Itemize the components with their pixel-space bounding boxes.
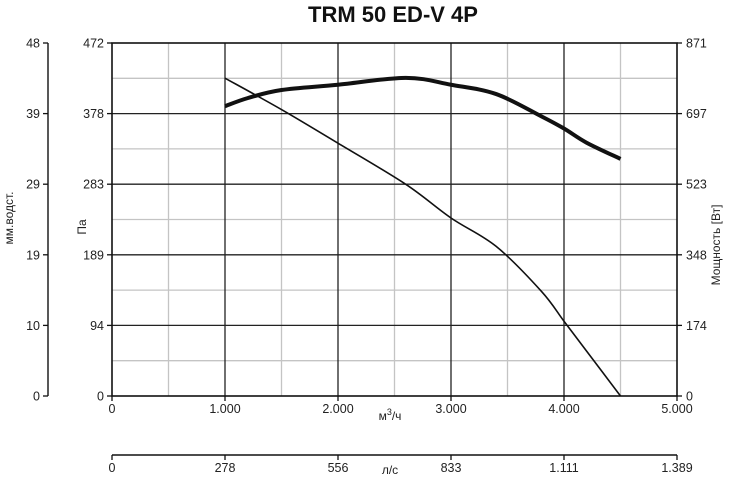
x-tick-label: 5.000 [661,402,692,416]
pressure-curve [224,77,622,397]
y-outer-tick-label: 10 [26,319,40,333]
y-outer-axis-label: мм.водст. [2,192,16,245]
x2-tick-label: 556 [328,461,349,475]
y2-tick-label: 174 [686,319,707,333]
x2-tick-label: 278 [215,461,236,475]
y-tick-label: 94 [90,319,104,333]
x-tick-label: 2.000 [322,402,353,416]
plot-frame [43,42,682,460]
x2-tick-label: 1.111 [549,461,578,475]
series-layer [224,75,622,397]
y-tick-label: 378 [83,107,104,121]
minor-grid [112,43,677,396]
x-tick-label: 4.000 [548,402,579,416]
plot-border [111,42,678,397]
y-outer-tick-label: 19 [26,248,40,262]
y-outer-tick-label: 48 [26,37,40,51]
major-grid [112,43,677,396]
x2-axis-label: л/с [382,463,398,477]
y-tick-label: 472 [83,37,104,51]
y-tick-label: 189 [83,248,104,262]
y2-axis-label: Мощность [Вт] [709,205,723,286]
x-tick-label: 0 [109,402,116,416]
y-outer-tick-label: 39 [26,107,40,121]
y2-tick-label: 348 [686,248,707,262]
x2-tick-label: 0 [109,461,116,475]
power-curve [224,75,622,161]
y2-tick-label: 0 [686,390,693,404]
x-tick-label: 3.000 [435,402,466,416]
x-axis-label: м3/ч [379,407,402,423]
x-tick-label: 1.000 [209,402,240,416]
y-outer-tick-label: 0 [33,390,40,404]
y2-tick-label: 523 [686,178,707,192]
y-tick-label: 0 [97,390,104,404]
y-outer-tick-label: 29 [26,178,40,192]
y2-tick-label: 697 [686,107,707,121]
chart-title: TRM 50 ED-V 4P [308,2,478,27]
x2-tick-label: 1.389 [661,461,692,475]
y-axis-label: Па [75,219,89,235]
x2-tick-label: 833 [441,461,462,475]
y2-tick-label: 871 [686,37,707,51]
y-tick-label: 283 [83,178,104,192]
